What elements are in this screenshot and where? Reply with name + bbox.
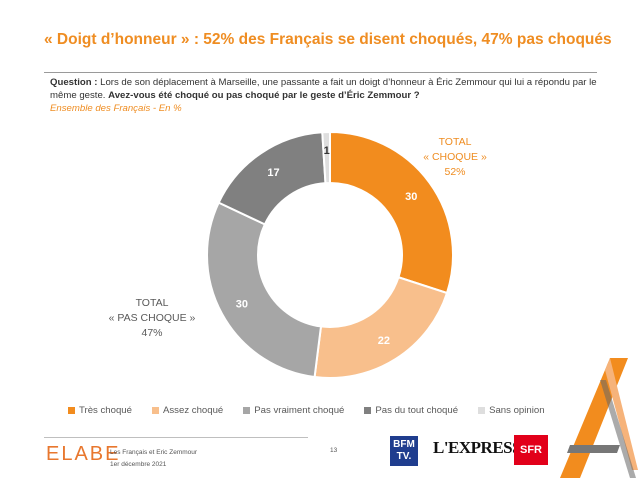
legend-item: Pas du tout choqué	[364, 405, 458, 416]
bfmtv-logo: BFM TV.	[390, 436, 418, 466]
question-text: Question : Lors de son déplacement à Mar…	[50, 77, 602, 102]
question-bold: Avez-vous été choqué ou pas choqué par l…	[108, 89, 420, 101]
slice-value-label: 22	[378, 335, 390, 347]
donut-slice	[321, 130, 331, 185]
title-divider	[44, 72, 597, 73]
page-title: « Doigt d’honneur » : 52% des Français s…	[44, 31, 612, 48]
legend-label: Très choqué	[79, 405, 132, 416]
legend-label: Assez choqué	[162, 405, 224, 416]
footer-date: 1er décembre 2021	[110, 461, 167, 468]
donut-slice	[329, 130, 454, 295]
legend-item: Très choqué	[68, 405, 132, 416]
legend-swatch	[68, 407, 75, 414]
legend-item: Pas vraiment choqué	[243, 405, 344, 416]
corner-decoration-icon	[560, 358, 638, 478]
group-total-label: TOTAL	[136, 297, 169, 309]
question-label: Question :	[50, 77, 98, 88]
chart-legend: Très choqué Assez choqué Pas vraiment choq…	[68, 405, 588, 416]
legend-swatch	[364, 407, 372, 414]
legend-swatch	[478, 407, 486, 414]
footer-study-title: Les Français et Eric Zemmour	[110, 449, 198, 456]
page-number: 13	[330, 447, 338, 454]
slice-value-label: 1	[324, 145, 330, 157]
legend-item: Assez choqué	[151, 405, 224, 416]
legend-label: Pas vraiment choqué	[254, 405, 345, 416]
question-body: Lors de son déplacement à Marseille, une…	[50, 77, 597, 101]
donut-slice	[313, 275, 449, 379]
footer-source: Les Français et Eric Zemmour 1er décembr…	[110, 447, 197, 471]
group-total-label: « PAS CHOQUE »	[109, 312, 196, 324]
legend-label: Pas du tout choqué	[375, 405, 459, 416]
slice-value-label: 30	[236, 298, 248, 310]
elabe-logo: ELABE	[46, 443, 121, 465]
group-total-label: « CHOQUE »	[423, 151, 487, 163]
population-subtitle: Ensemble des Français - En %	[50, 103, 182, 114]
legend-swatch	[151, 407, 159, 414]
legend-label: Sans opinion	[489, 405, 545, 416]
slice-value-label: 17	[267, 167, 279, 179]
group-total-label: TOTAL	[439, 136, 472, 148]
slice-value-label: 30	[405, 191, 417, 203]
legend-item: Sans opinion	[478, 405, 545, 416]
group-total-label: 47%	[141, 327, 162, 339]
group-total-label: 52%	[444, 166, 465, 178]
lexpress-logo: L'EXPRESS	[433, 438, 522, 457]
footer-divider	[44, 437, 308, 438]
legend-swatch	[243, 407, 251, 414]
donut-slice	[206, 201, 323, 379]
sfr-logo: SFR	[514, 435, 548, 465]
